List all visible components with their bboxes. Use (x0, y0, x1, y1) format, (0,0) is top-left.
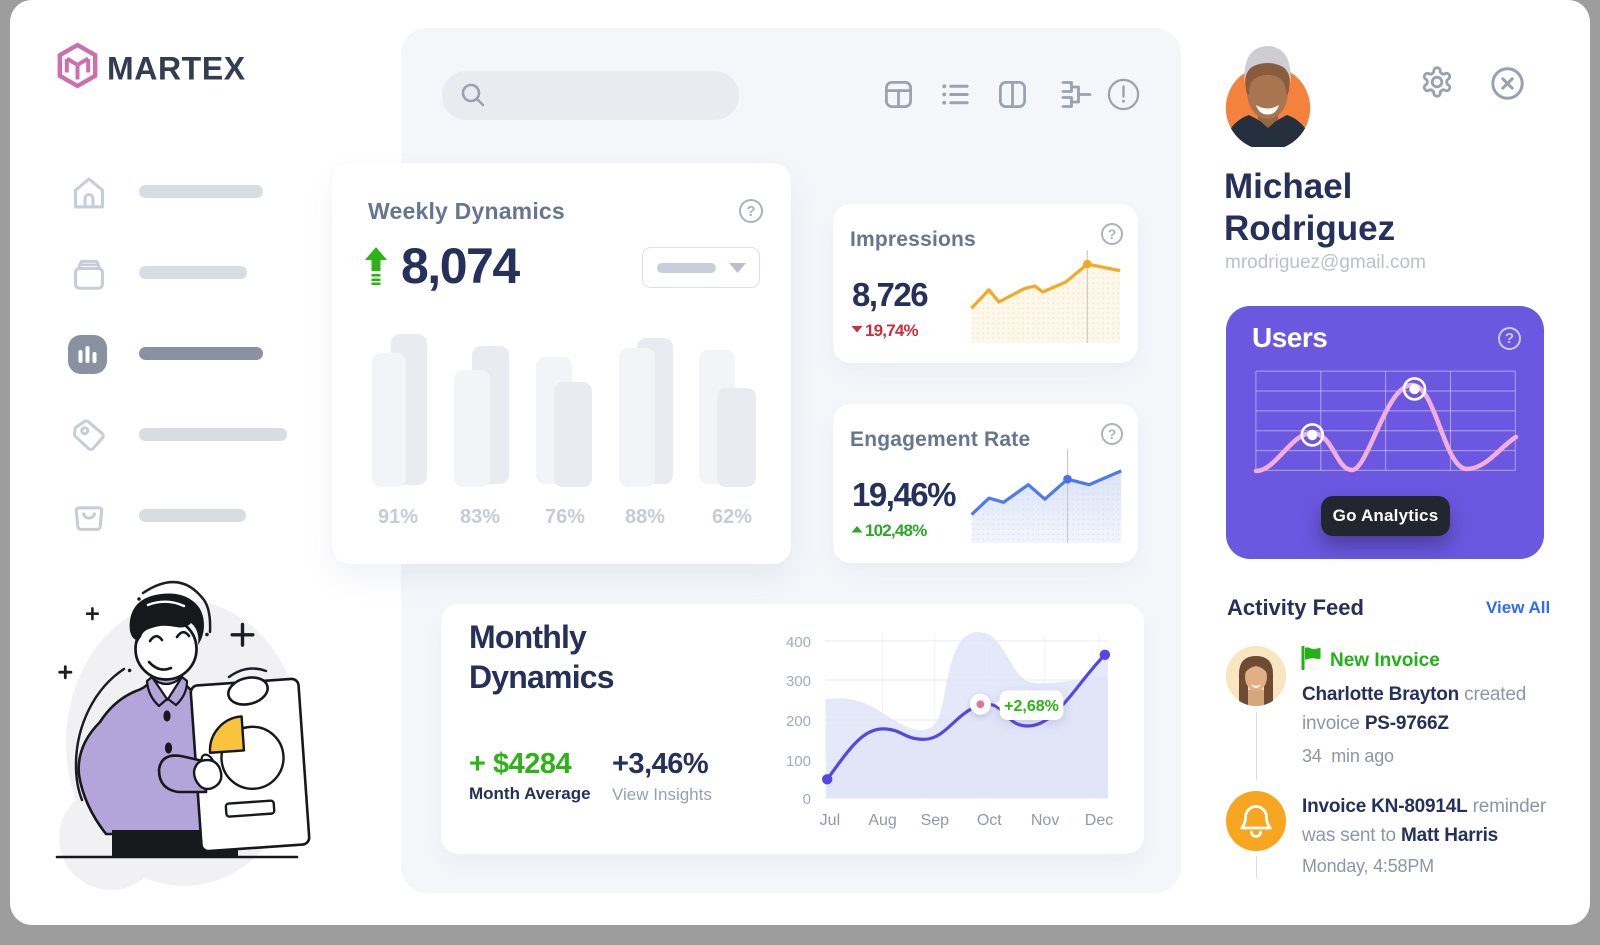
svg-text:Sep: Sep (921, 812, 950, 829)
svg-text:100: 100 (786, 753, 811, 770)
svg-text:Jul: Jul (820, 812, 840, 829)
svg-text:200: 200 (786, 713, 811, 730)
svg-text:300: 300 (786, 673, 811, 690)
svg-text:400: 400 (786, 634, 811, 651)
svg-text:19,74%: 19,74% (865, 321, 919, 340)
svg-text:Dec: Dec (1085, 812, 1113, 829)
svg-text:MARTEX: MARTEX (107, 51, 246, 87)
svg-text:Oct: Oct (977, 812, 1002, 829)
svg-text:+2,68%: +2,68% (1004, 698, 1059, 715)
svg-text:Aug: Aug (868, 812, 896, 829)
svg-text:0: 0 (803, 791, 811, 808)
svg-text:102,48%: 102,48% (865, 521, 927, 540)
svg-text:Nov: Nov (1031, 812, 1059, 829)
